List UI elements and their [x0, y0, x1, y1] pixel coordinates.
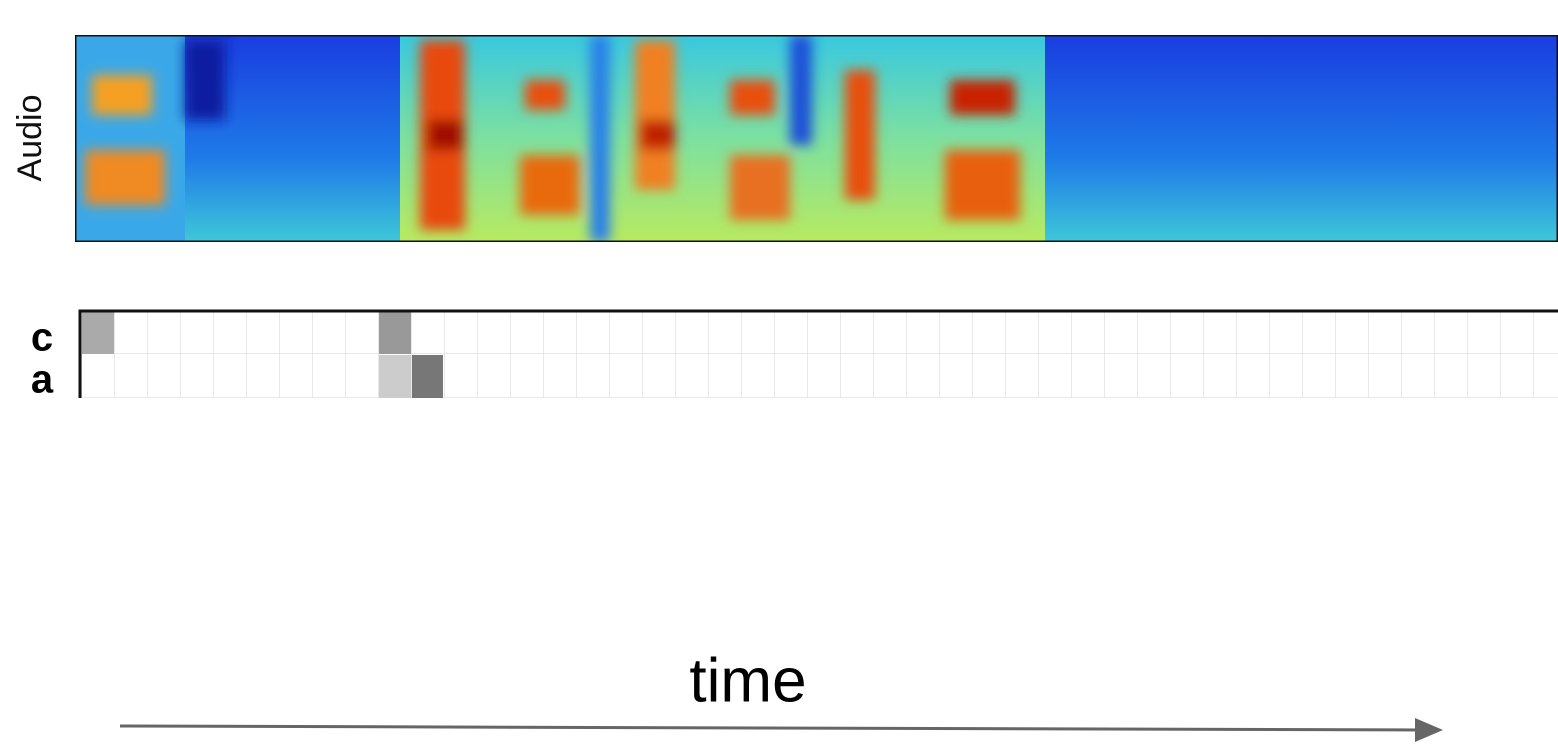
alignment-grid: [78, 309, 1558, 400]
row-label: c: [31, 316, 53, 360]
spectrogram: [75, 35, 1558, 242]
audio-label: Audio: [11, 95, 49, 182]
time-arrow: [119, 724, 1421, 732]
axis-label: time: [689, 646, 806, 715]
row-label: a: [31, 358, 54, 402]
crop-edge: [0, 398, 1558, 408]
arrow-head: [1415, 718, 1443, 742]
